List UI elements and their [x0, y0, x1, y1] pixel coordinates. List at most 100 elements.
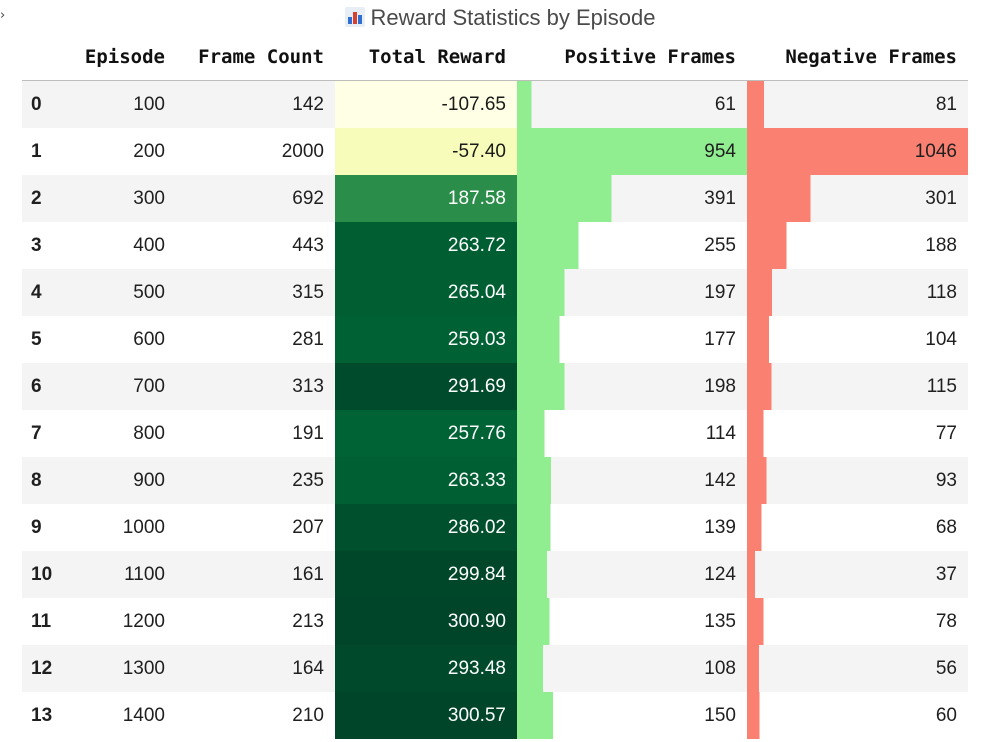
positive-frames-cell: 391 [517, 175, 747, 222]
table-row: 10 1100 161 299.84 124 37 [22, 551, 968, 598]
table-caption: Reward Statistics by Episode [0, 5, 1000, 31]
episode-header: Episode [72, 33, 176, 81]
row-index-cell: 1 [22, 128, 72, 175]
episode-cell: 700 [72, 363, 176, 410]
row-index-cell: 13 [22, 692, 72, 739]
episode-cell: 800 [72, 410, 176, 457]
total-reward-cell: 263.33 [335, 457, 517, 504]
table-row: 2 300 692 187.58 391 301 [22, 175, 968, 222]
episode-cell: 1200 [72, 598, 176, 645]
table-body: 0 100 142 -107.65 61 81 1 200 2000 -57.40 954 1046 2… [22, 80, 968, 739]
table-row: 1 200 2000 -57.40 954 1046 [22, 128, 968, 175]
total-reward-header: Total Reward [335, 33, 517, 81]
frame-count-cell: 164 [176, 645, 335, 692]
total-reward-cell: 263.72 [335, 222, 517, 269]
row-index-cell: 10 [22, 551, 72, 598]
negative-frames-cell: 118 [747, 269, 968, 316]
reward-statistics-table: Episode Frame Count Total Reward Positiv… [22, 33, 968, 739]
episode-cell: 300 [72, 175, 176, 222]
positive-frames-cell: 139 [517, 504, 747, 551]
frame-count-cell: 2000 [176, 128, 335, 175]
index-header [22, 33, 72, 81]
negative-frames-header: Negative Frames [747, 33, 968, 81]
table-row: 3 400 443 263.72 255 188 [22, 222, 968, 269]
total-reward-cell: 291.69 [335, 363, 517, 410]
row-index-cell: 6 [22, 363, 72, 410]
table-title: Reward Statistics by Episode [370, 5, 656, 30]
negative-frames-cell: 301 [747, 175, 968, 222]
frame-count-cell: 313 [176, 363, 335, 410]
episode-cell: 200 [72, 128, 176, 175]
total-reward-cell: 300.57 [335, 692, 517, 739]
positive-frames-cell: 177 [517, 316, 747, 363]
positive-frames-cell: 150 [517, 692, 747, 739]
negative-frames-cell: 56 [747, 645, 968, 692]
row-index-cell: 8 [22, 457, 72, 504]
total-reward-cell: 259.03 [335, 316, 517, 363]
frame-count-cell: 142 [176, 80, 335, 128]
frame-count-cell: 281 [176, 316, 335, 363]
row-index-cell: 11 [22, 598, 72, 645]
table-row: 9 1000 207 286.02 139 68 [22, 504, 968, 551]
row-index-cell: 2 [22, 175, 72, 222]
table-row: 7 800 191 257.76 114 77 [22, 410, 968, 457]
negative-frames-cell: 78 [747, 598, 968, 645]
positive-frames-cell: 198 [517, 363, 747, 410]
frame-count-cell: 207 [176, 504, 335, 551]
positive-frames-cell: 124 [517, 551, 747, 598]
total-reward-cell: -107.65 [335, 80, 517, 128]
negative-frames-cell: 115 [747, 363, 968, 410]
frame-count-cell: 213 [176, 598, 335, 645]
table-row: 11 1200 213 300.90 135 78 [22, 598, 968, 645]
table-row: 12 1300 164 293.48 108 56 [22, 645, 968, 692]
table-row: 4 500 315 265.04 197 118 [22, 269, 968, 316]
collapse-marker: › [0, 8, 6, 23]
positive-frames-cell: 142 [517, 457, 747, 504]
negative-frames-cell: 188 [747, 222, 968, 269]
table-row: 0 100 142 -107.65 61 81 [22, 80, 968, 128]
episode-cell: 900 [72, 457, 176, 504]
row-index-cell: 7 [22, 410, 72, 457]
total-reward-cell: 300.90 [335, 598, 517, 645]
row-index-cell: 5 [22, 316, 72, 363]
positive-frames-cell: 114 [517, 410, 747, 457]
frame-count-cell: 315 [176, 269, 335, 316]
table-row: 13 1400 210 300.57 150 60 [22, 692, 968, 739]
table-header-row: Episode Frame Count Total Reward Positiv… [22, 33, 968, 81]
episode-cell: 1100 [72, 551, 176, 598]
frame-count-cell: 235 [176, 457, 335, 504]
episode-cell: 1300 [72, 645, 176, 692]
row-index-cell: 9 [22, 504, 72, 551]
negative-frames-cell: 68 [747, 504, 968, 551]
positive-frames-cell: 135 [517, 598, 747, 645]
frame-count-header: Frame Count [176, 33, 335, 81]
row-index-cell: 12 [22, 645, 72, 692]
frame-count-cell: 161 [176, 551, 335, 598]
negative-frames-cell: 37 [747, 551, 968, 598]
frame-count-cell: 692 [176, 175, 335, 222]
frame-count-cell: 443 [176, 222, 335, 269]
episode-cell: 100 [72, 80, 176, 128]
negative-frames-cell: 77 [747, 410, 968, 457]
episode-cell: 1400 [72, 692, 176, 739]
positive-frames-cell: 954 [517, 128, 747, 175]
bar-chart-icon [344, 7, 365, 27]
negative-frames-cell: 93 [747, 457, 968, 504]
row-index-cell: 0 [22, 80, 72, 128]
total-reward-cell: 265.04 [335, 269, 517, 316]
episode-cell: 600 [72, 316, 176, 363]
row-index-cell: 4 [22, 269, 72, 316]
row-index-cell: 3 [22, 222, 72, 269]
table-row: 6 700 313 291.69 198 115 [22, 363, 968, 410]
total-reward-cell: 187.58 [335, 175, 517, 222]
positive-frames-cell: 197 [517, 269, 747, 316]
positive-frames-cell: 108 [517, 645, 747, 692]
total-reward-cell: 257.76 [335, 410, 517, 457]
total-reward-cell: 293.48 [335, 645, 517, 692]
episode-cell: 1000 [72, 504, 176, 551]
positive-frames-cell: 255 [517, 222, 747, 269]
negative-frames-cell: 81 [747, 80, 968, 128]
total-reward-cell: 286.02 [335, 504, 517, 551]
frame-count-cell: 210 [176, 692, 335, 739]
